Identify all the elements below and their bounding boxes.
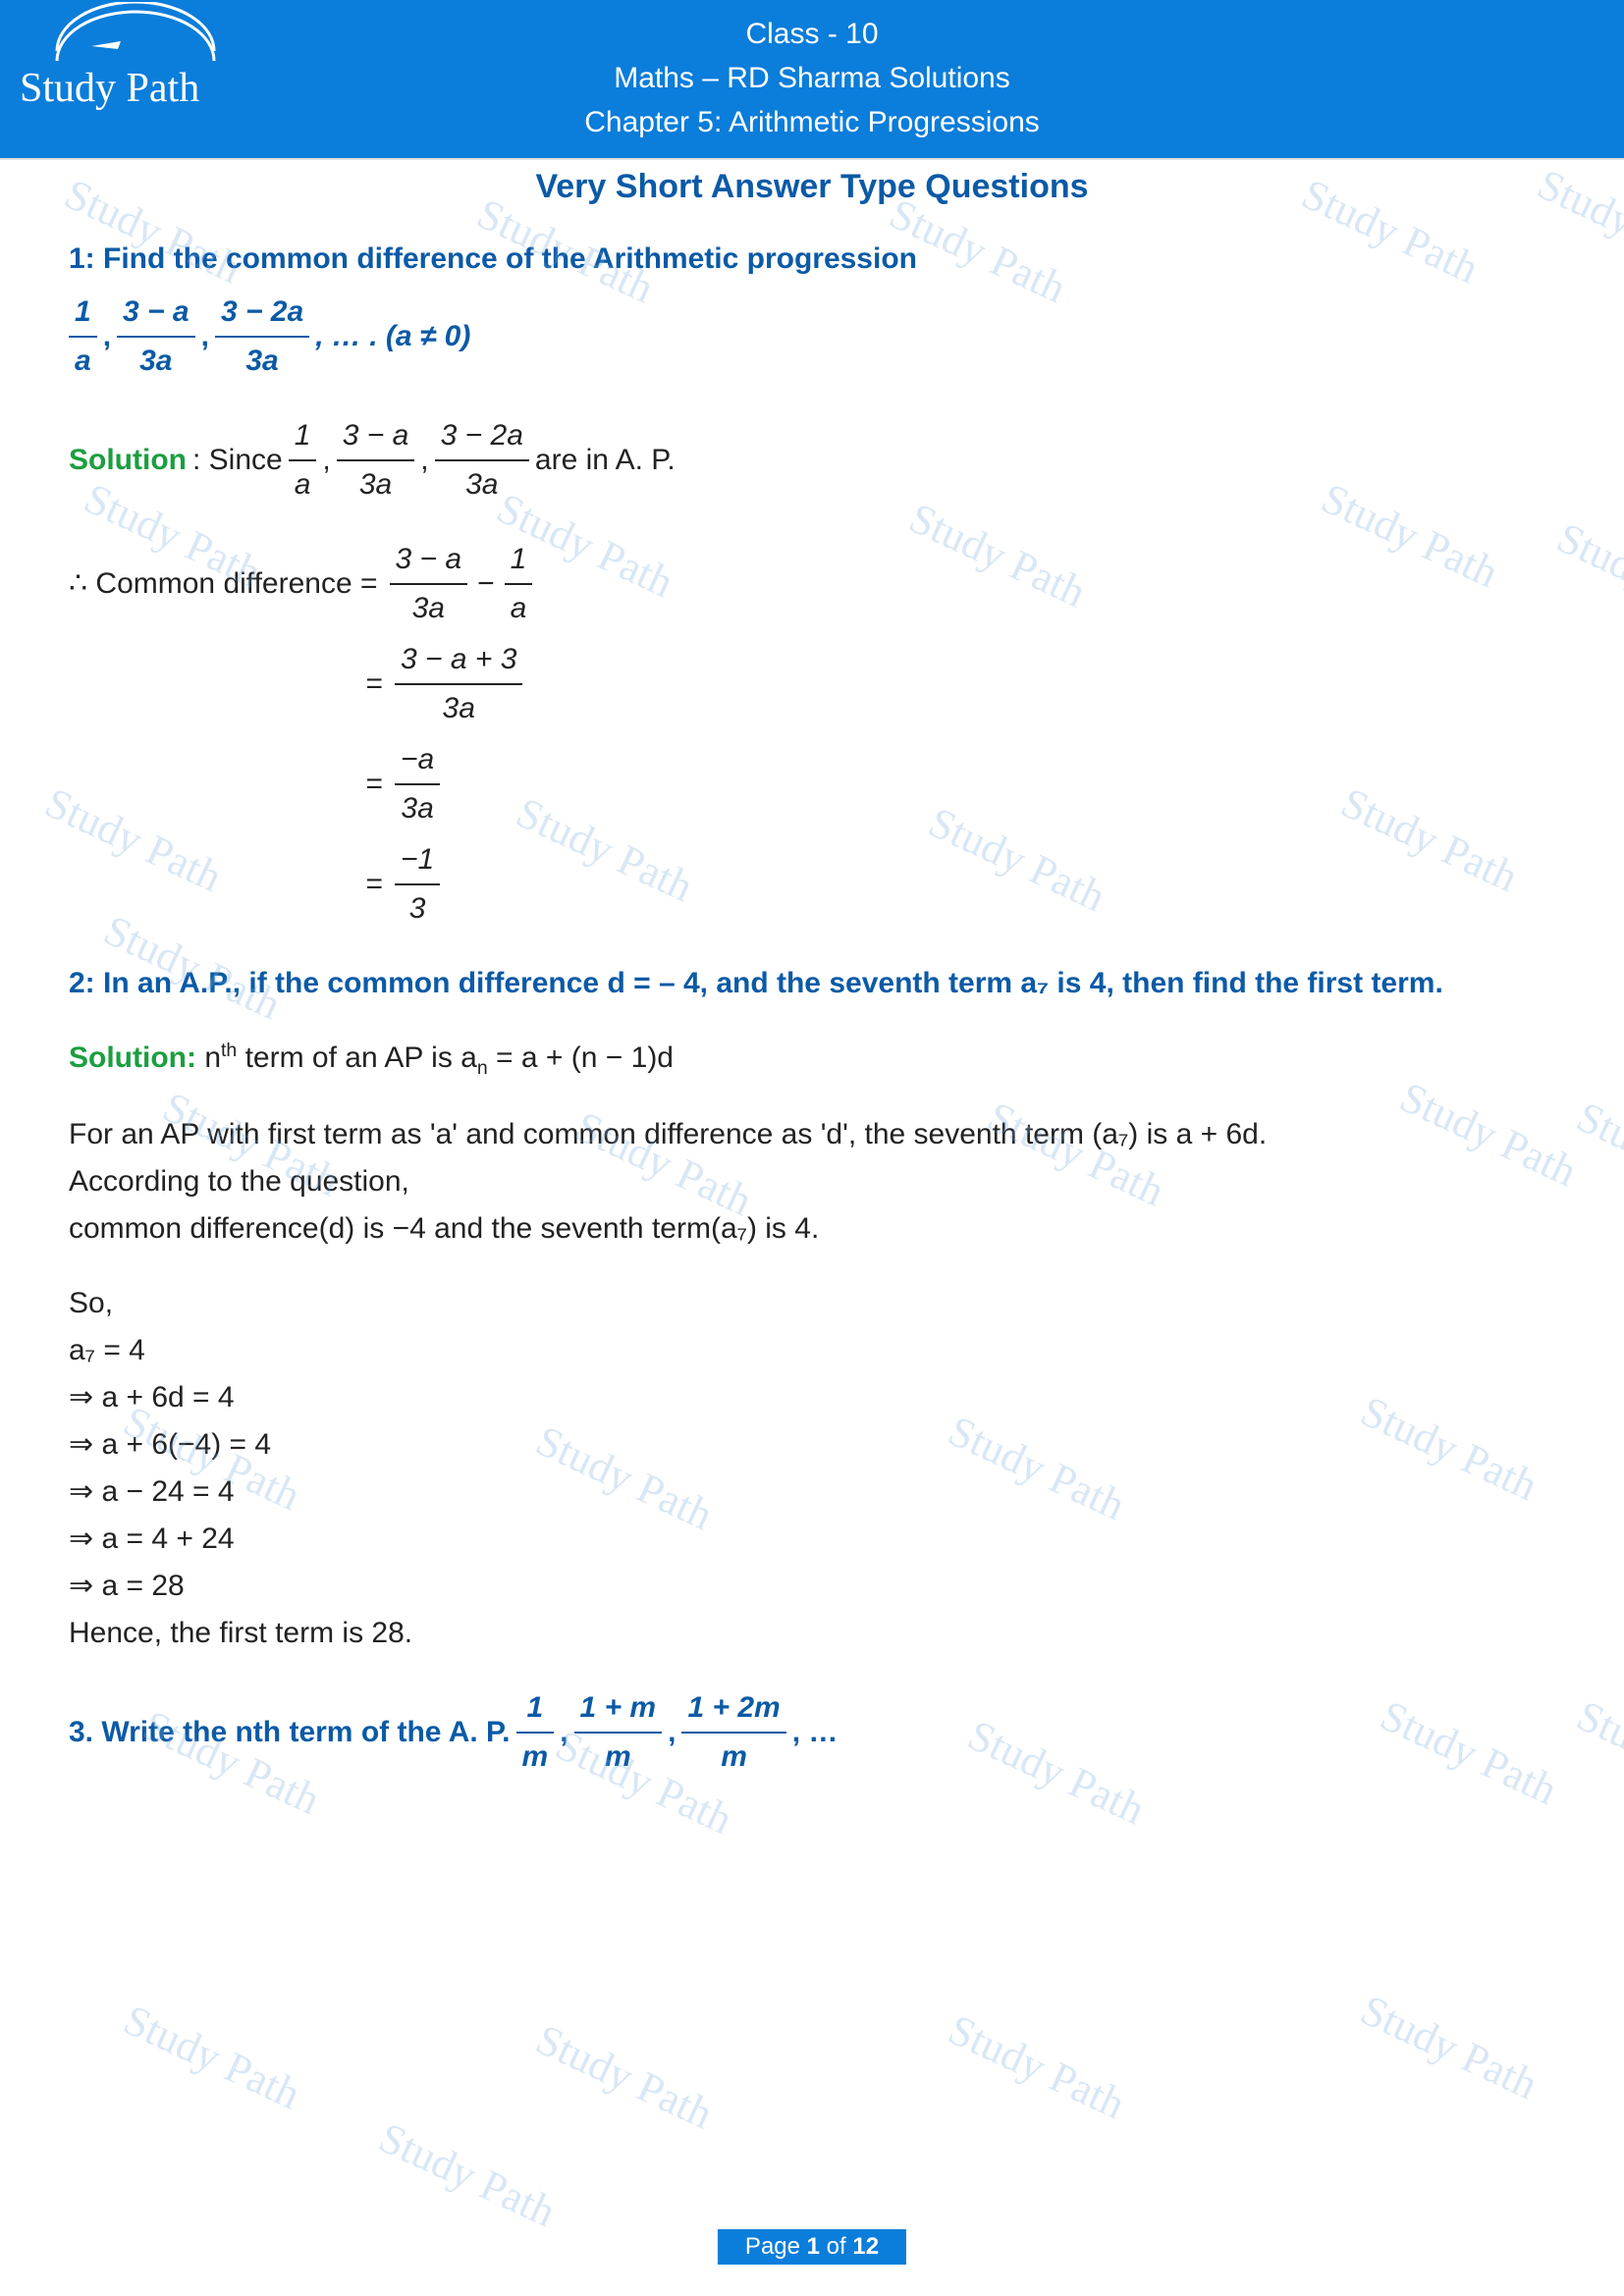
solution-label: Solution [69, 437, 187, 484]
q2-p3: common difference(d) is −4 and the seven… [69, 1205, 1555, 1253]
subheader: Very Short Answer Type Questions [0, 168, 1624, 206]
cd-label: ∴ Common difference = [69, 561, 378, 608]
q1-prompt-text: 1: Find the common difference of the Ari… [69, 236, 1555, 283]
q2-s2: ⇒ a + 6d = 4 [69, 1374, 1555, 1421]
q2-p1: For an AP with first term as 'a' and com… [69, 1111, 1555, 1158]
q1-prompt: 1: Find the common difference of the Ari… [69, 236, 1555, 385]
q1-solution-line: Solution : Since 1a , 3 − a3a , 3 − 2a3a… [69, 412, 1555, 508]
q2-s3: ⇒ a + 6(−4) = 4 [69, 1421, 1555, 1468]
page-footer: Page 1 of 12 [718, 2229, 906, 2265]
q2-s6: ⇒ a = 28 [69, 1563, 1555, 1610]
q2-s4: ⇒ a − 24 = 4 [69, 1468, 1555, 1516]
q1-derivation: ∴ Common difference = 3 − a3a − 1a =3 − … [69, 536, 1555, 933]
q3-prompt: 3. Write the nth term of the A. P. 1m , … [69, 1684, 1555, 1781]
watermark-text: Study Path [1353, 1985, 1544, 2109]
q2-solution: Solution: nth term of an AP is an = a + … [69, 1035, 1555, 1084]
q2-p2: According to the question, [69, 1158, 1555, 1205]
watermark-text: Study Path [371, 2112, 563, 2237]
chapter-line: Chapter 5: Arithmetic Progressions [0, 100, 1624, 144]
class-line: Class - 10 [0, 12, 1624, 56]
q2-prompt: 2: In an A.P., if the common difference … [69, 960, 1555, 1007]
q2-so: So, [69, 1280, 1555, 1327]
q2-s1: a₇ = 4 [69, 1327, 1555, 1374]
watermark-text: Study Path [941, 2004, 1132, 2129]
logo-arc-icon [47, 2, 224, 71]
content-body: 1: Find the common difference of the Ari… [0, 236, 1624, 1781]
header-banner: Study Path Class - 10 Maths – RD Sharma … [0, 0, 1624, 160]
q2-s5: ⇒ a = 4 + 24 [69, 1516, 1555, 1563]
watermark-text: Study Path [116, 1995, 307, 2119]
watermark-text: Study Path [528, 2014, 720, 2139]
logo-text: Study Path [20, 65, 199, 112]
subject-line: Maths – RD Sharma Solutions [0, 56, 1624, 100]
q2-s7: Hence, the first term is 28. [69, 1610, 1555, 1657]
logo: Study Path [20, 8, 236, 116]
